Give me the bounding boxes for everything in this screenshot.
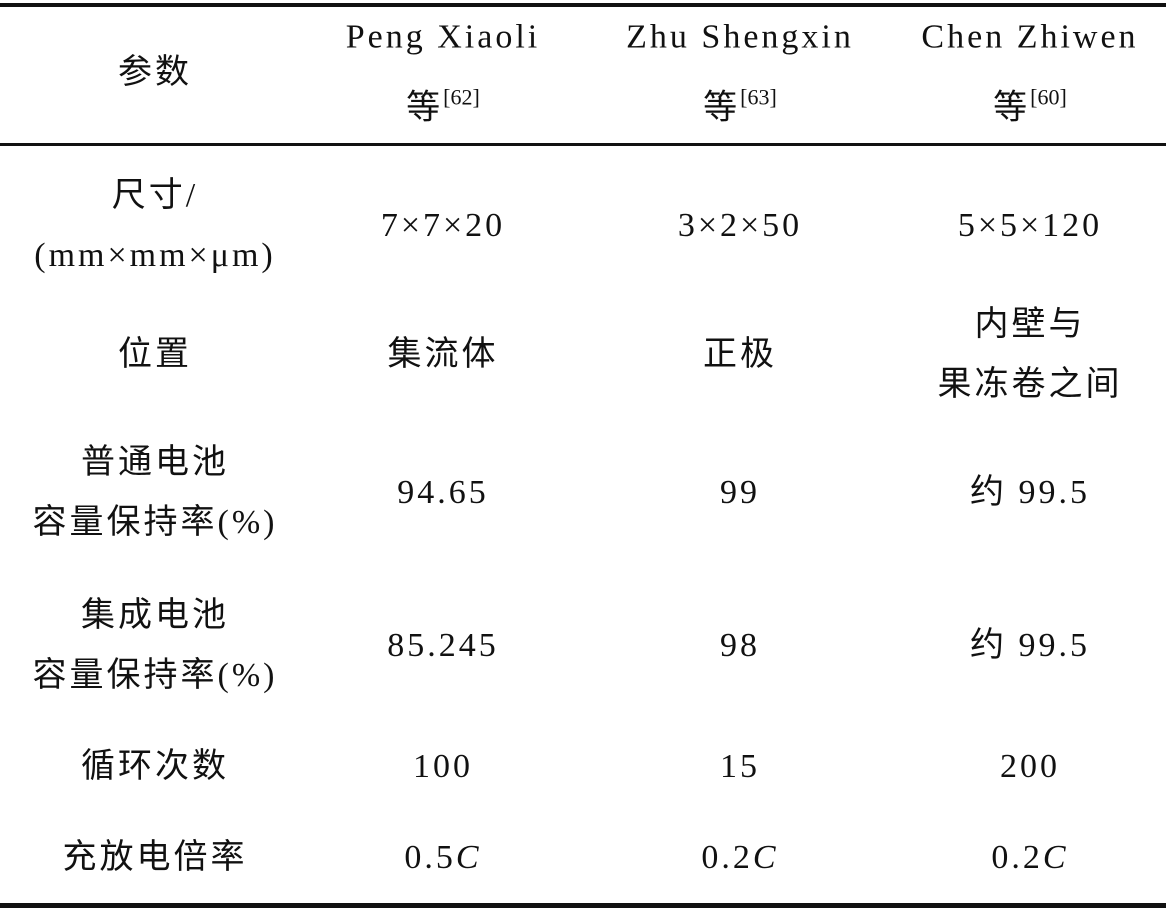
header-suffix: 等 [993,89,1031,127]
header-name: 参数 [118,54,192,91]
header-cell: 参数 [118,43,192,103]
value-line: 0.2C [991,828,1068,888]
label-line: (mm×mm×μm) [34,237,276,274]
value-cell: 100 [413,737,473,797]
row-label: 位置 [118,325,192,385]
value-line: 0.2C [701,828,778,888]
header-name: Peng Xiaoli [345,18,541,56]
value-cell: 99 [720,463,760,523]
header-suffix-line: 等[63] [703,68,777,139]
value-line: 正极 [703,336,777,373]
value-cell: 3×2×50 [678,196,802,256]
value-line: 15 [720,748,760,785]
value-cell: 0.2C [701,828,778,888]
value-line: 约 99.5 [970,627,1090,664]
top-rule [0,3,1166,7]
value-cell: 0.5C [404,828,481,888]
value-line: 集流体 [387,336,499,373]
value-line: 7×7×20 [380,207,506,244]
value-line: 98 [720,627,760,664]
value-line: 0.5C [404,828,481,888]
header-cell: Chen Zhiwen 等[60] [921,8,1138,139]
header-suffix: 等 [703,89,741,127]
header-name: Chen Zhiwen [921,18,1139,56]
value-line: 94.65 [397,474,489,511]
value-number: 0.5 [404,839,456,876]
header-cell: Zhu Shengxin 等[63] [626,8,854,139]
header-cell: Peng Xiaoli 等[62] [346,8,540,139]
value-cell: 内壁与 果冻卷之间 [938,295,1123,415]
value-line: 果冻卷之间 [937,366,1123,403]
value-cell: 5×5×120 [958,196,1102,256]
label-line: 循环次数 [81,748,229,785]
value-line: 内壁与 [974,306,1086,343]
header-rule [0,143,1166,146]
value-number: 0.2 [991,839,1043,876]
value-cell: 约 99.5 [970,616,1090,676]
header-ref: [63] [740,84,777,110]
value-cell: 94.65 [397,463,489,523]
label-line: 尺寸/ [111,177,199,214]
label-line: 充放电倍率 [62,839,248,876]
value-unit: C [455,839,482,876]
value-unit: C [752,839,779,876]
value-cell: 85.245 [387,616,499,676]
value-line: 200 [1000,748,1060,785]
value-line: 5×5×120 [957,207,1103,244]
header-suffix-line: 等[62] [406,68,480,139]
value-cell: 约 99.5 [970,463,1090,523]
value-line: 100 [413,748,473,785]
header-name: Zhu Shengxin [626,18,854,56]
header-ref: [62] [443,84,480,110]
row-label: 普通电池容量保持率(%) [33,433,278,553]
row-label: 尺寸/ (mm×mm×μm) [34,166,275,286]
value-line: 99 [720,474,760,511]
header-ref: [60] [1030,84,1067,110]
value-line: 约 99.5 [970,474,1090,511]
value-cell: 7×7×20 [381,196,505,256]
label-line: 位置 [118,336,192,373]
row-label: 循环次数 [81,737,229,797]
label-line: 集成电池 [81,597,229,634]
value-cell: 98 [720,616,760,676]
label-line: 普通电池 [81,444,229,481]
value-number: 0.2 [701,839,753,876]
bottom-rule [0,903,1166,908]
value-line: 85.245 [387,627,499,664]
value-cell: 200 [1000,737,1060,797]
row-label: 集成电池容量保持率(%) [33,586,278,706]
label-line: 容量保持率(%) [32,504,278,541]
value-line: 3×2×50 [677,207,803,244]
row-label: 充放电倍率 [63,828,248,888]
header-suffix: 等 [406,89,444,127]
header-suffix-line: 等[60] [993,68,1067,139]
value-cell: 0.2C [991,828,1068,888]
value-cell: 正极 [703,325,777,385]
label-line: 容量保持率(%) [32,657,278,694]
value-unit: C [1042,839,1069,876]
value-cell: 集流体 [388,325,499,385]
value-cell: 15 [720,737,760,797]
